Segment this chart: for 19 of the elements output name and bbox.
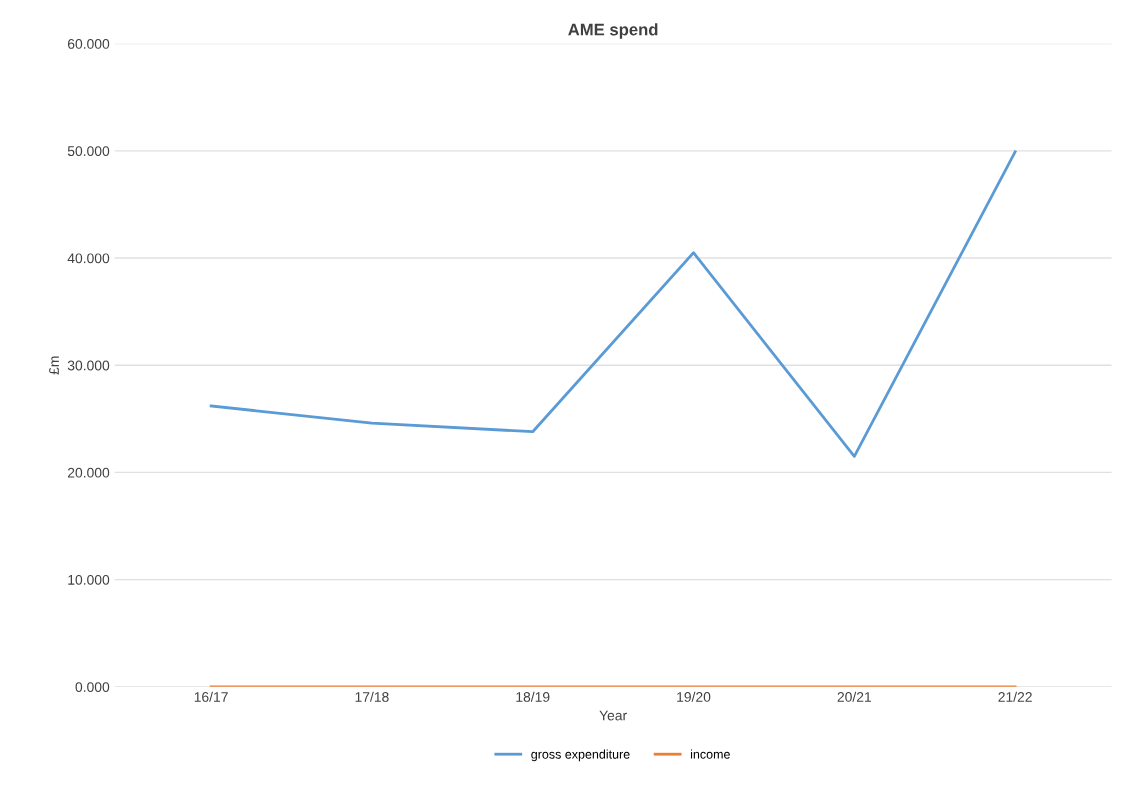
x-axis-title: Year: [599, 710, 627, 721]
legend-label: income: [690, 749, 730, 759]
x-tick-label: 21/22: [998, 691, 1032, 702]
y-tick-label: 60.000: [67, 39, 110, 49]
y-axis-title: £m: [49, 356, 59, 375]
y-tick-label: 10.000: [68, 574, 110, 585]
x-tick-label: 18/19: [516, 691, 550, 702]
y-tick-label: 40.000: [67, 253, 110, 264]
legend-label: gross expenditure: [531, 749, 630, 762]
x-tick-label: 19/20: [677, 691, 711, 702]
y-tick-label: 50.000: [67, 146, 110, 157]
chart-title: AME spend: [568, 23, 658, 39]
x-tick-label: 17/18: [355, 691, 389, 702]
x-tick-label: 16/17: [194, 691, 228, 702]
x-tick-label: 20/21: [837, 691, 872, 702]
y-tick-label: 30.000: [67, 360, 110, 371]
line-series: [209, 150, 1017, 458]
y-tick-label: 0.000: [75, 682, 110, 692]
y-tick-label: 20.000: [67, 467, 110, 478]
